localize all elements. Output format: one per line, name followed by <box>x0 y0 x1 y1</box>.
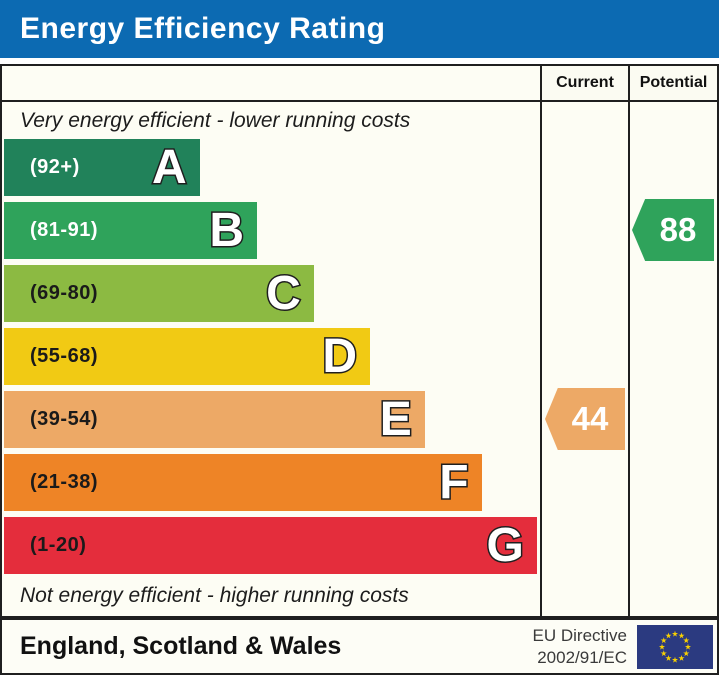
title-gap <box>0 58 719 64</box>
current-column-header: Current <box>540 66 628 102</box>
band-row-a: (92+) A <box>4 139 540 196</box>
top-caption: Very energy efficient - lower running co… <box>20 108 411 132</box>
band-bar-e: (39-54) E <box>4 391 425 448</box>
band-bar-c: (69-80) C <box>4 265 314 322</box>
band-range: (69-80) <box>30 282 98 304</box>
band-range: (21-38) <box>30 471 98 493</box>
band-range: (39-54) <box>30 408 98 430</box>
bottom-caption: Not energy efficient - higher running co… <box>20 584 409 607</box>
band-bar-d: (55-68) D <box>4 328 371 385</box>
region-label: England, Scotland & Wales <box>20 632 342 660</box>
potential-rating-arrow: 88 <box>632 199 714 261</box>
band-bar-b: (81-91) B <box>4 202 257 259</box>
band-letter: B <box>208 203 246 259</box>
band-row-c: (69-80) C <box>4 265 540 322</box>
bands-column: Very energy efficient - lower running co… <box>2 102 540 616</box>
current-rating-arrow: 44 <box>545 388 625 450</box>
potential-rating-value: 88 <box>659 211 697 248</box>
band-letter: D <box>321 329 359 385</box>
potential-column: 88 <box>628 102 717 616</box>
band-bar-a: (92+) A <box>4 139 200 196</box>
band-row-d: (55-68) D <box>4 328 540 385</box>
band-bar-g: (1-20) G <box>4 517 537 574</box>
potential-column-header: Potential <box>628 66 717 102</box>
band-range: (55-68) <box>30 345 98 367</box>
eu-flag-icon <box>637 624 713 669</box>
title-bar: Energy Efficiency Rating <box>0 0 719 58</box>
energy-rating-chart: Current Potential Very energy efficient … <box>0 64 719 618</box>
eu-directive-line2: 2002/91/EC <box>537 647 627 667</box>
eu-directive-text: EU Directive 2002/91/EC <box>533 625 627 668</box>
band-row-b: (81-91) B <box>4 202 540 259</box>
band-bar-f: (21-38) F <box>4 454 482 511</box>
band-range: (92+) <box>30 156 80 178</box>
band-range: (81-91) <box>30 219 98 241</box>
band-letter: G <box>485 518 525 574</box>
band-letter: C <box>265 266 303 322</box>
band-letter: A <box>150 140 188 196</box>
header-empty-cell <box>2 66 540 102</box>
band-row-f: (21-38) F <box>4 454 540 511</box>
footer-bar: England, Scotland & Wales EU Directive 2… <box>0 618 719 675</box>
band-letter: E <box>378 392 413 448</box>
band-row-e: (39-54) E <box>4 391 540 448</box>
page-title: Energy Efficiency Rating <box>20 12 386 45</box>
current-column: 44 <box>540 102 628 616</box>
current-rating-value: 44 <box>571 400 609 437</box>
band-letter: F <box>438 455 470 511</box>
band-row-g: (1-20) G <box>4 517 540 574</box>
band-range: (1-20) <box>30 534 87 556</box>
eu-directive-line1: EU Directive <box>532 626 627 646</box>
